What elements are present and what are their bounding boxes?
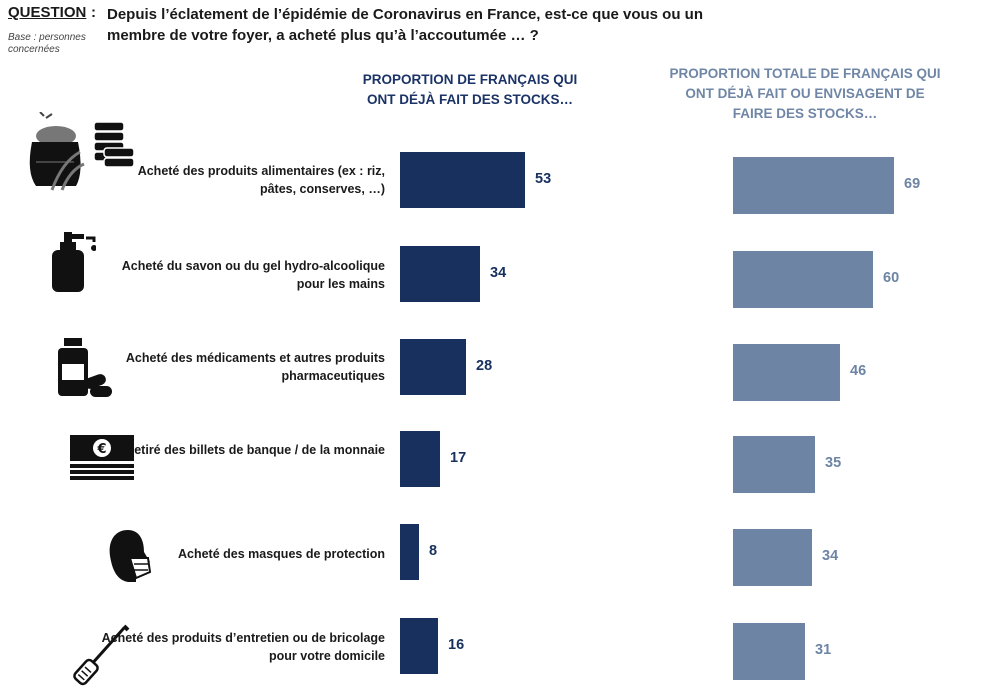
value-label-series2: 34 (822, 548, 839, 564)
medicine-pills-icon (58, 338, 112, 397)
question-colon: : (91, 4, 96, 21)
bar-series1 (400, 431, 440, 487)
value-label-series1: 34 (490, 265, 507, 281)
value-label-series1: 28 (476, 358, 493, 374)
face-mask-icon (109, 530, 152, 582)
value-label-series2: 31 (815, 642, 832, 658)
screwdriver-icon (73, 624, 130, 686)
value-label-series1: 53 (535, 171, 552, 187)
value-label-series2: 69 (904, 176, 921, 192)
bar-series2 (733, 157, 894, 214)
bar-series2 (733, 436, 815, 493)
series1-header: PROPORTION DE FRANÇAIS QUI ONT DÉJÀ FAIT… (362, 72, 578, 107)
category-label: Acheté du savon ou du gel hydro-alcooliq… (121, 259, 385, 291)
value-label-series2: 60 (883, 270, 900, 286)
bar-series2 (733, 623, 805, 680)
bar-series2 (733, 251, 873, 308)
bar-series1 (400, 152, 525, 208)
bar-series1 (400, 618, 438, 674)
bar-series2 (733, 529, 812, 586)
value-label-series1: 17 (450, 450, 467, 466)
bar-series1 (400, 339, 466, 395)
question-label: QUESTION (8, 4, 87, 21)
value-label-series2: 35 (825, 455, 842, 471)
soap-dispenser-icon (52, 232, 96, 292)
value-label-series1: 16 (448, 637, 465, 653)
bar-series1 (400, 524, 419, 580)
category-label: Acheté des produits d’entretien ou de br… (101, 631, 385, 663)
svg-text:€: € (96, 442, 106, 457)
category-label: Acheté des masques de protection (177, 547, 385, 561)
category-label: Retiré des billets de banque / de la mon… (125, 443, 385, 457)
series2-header: PROPORTION TOTALE DE FRANÇAIS QUI ONT DÉ… (669, 66, 941, 121)
bar-series2 (733, 344, 840, 401)
value-label-series2: 46 (850, 363, 867, 379)
bar-series1 (400, 246, 480, 302)
base-note: Base : personnes concernées (8, 32, 86, 55)
category-label: Acheté des produits alimentaires (ex : r… (137, 164, 385, 196)
food-sack-coins-icon (29, 112, 135, 191)
banknotes-icon: € (70, 435, 134, 480)
value-label-series1: 8 (429, 543, 438, 559)
category-label: Acheté des médicaments et autres produit… (125, 351, 385, 383)
question-text: Depuis l’éclatement de l’épidémie de Cor… (107, 6, 703, 44)
